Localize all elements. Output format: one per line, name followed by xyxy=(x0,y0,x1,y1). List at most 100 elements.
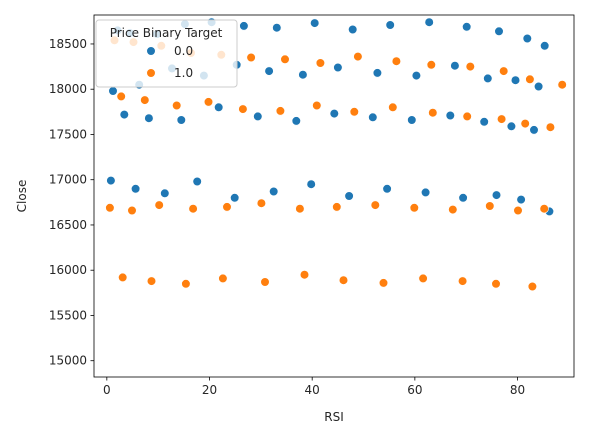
point-series-1-12 xyxy=(499,66,509,76)
point-series-0-26 xyxy=(483,73,493,83)
point-series-0-6 xyxy=(272,23,282,33)
point-series-0-28 xyxy=(533,81,544,92)
point-series-0-47 xyxy=(269,186,279,197)
point-series-1-34 xyxy=(256,198,267,208)
point-series-1-46 xyxy=(218,273,228,284)
point-series-0-36 xyxy=(368,112,378,122)
point-series-1-49 xyxy=(338,275,349,285)
point-series-0-7 xyxy=(310,18,320,28)
point-series-1-26 xyxy=(497,114,507,124)
point-series-1-36 xyxy=(332,202,342,212)
point-series-0-53 xyxy=(491,190,502,200)
point-series-0-49 xyxy=(344,191,354,201)
point-series-0-22 xyxy=(333,62,343,73)
point-series-0-32 xyxy=(214,102,224,112)
point-series-1-16 xyxy=(140,95,150,105)
point-series-0-15 xyxy=(108,86,118,96)
y-tick-label-2: 16000 xyxy=(49,263,87,277)
point-series-1-9 xyxy=(391,56,402,66)
legend-marker-0 xyxy=(146,46,156,56)
point-series-0-34 xyxy=(291,116,301,126)
point-series-1-43 xyxy=(118,272,128,283)
point-series-0-41 xyxy=(529,125,539,135)
point-series-1-24 xyxy=(428,108,438,118)
point-series-1-44 xyxy=(146,276,157,286)
point-series-0-54 xyxy=(516,195,526,205)
point-series-0-35 xyxy=(329,108,339,119)
point-series-0-25 xyxy=(450,61,460,71)
point-series-1-52 xyxy=(458,276,468,286)
point-series-1-11 xyxy=(465,61,475,72)
point-series-1-19 xyxy=(238,104,248,114)
y-tick-label-0: 15000 xyxy=(49,354,87,368)
point-series-1-25 xyxy=(462,111,472,121)
legend-label-0: 0.0 xyxy=(174,44,193,58)
x-tick-label-4: 80 xyxy=(510,383,525,397)
point-series-0-23 xyxy=(372,68,383,78)
point-series-1-7 xyxy=(315,58,326,68)
point-series-1-50 xyxy=(378,278,389,288)
point-series-0-52 xyxy=(458,193,468,203)
point-series-0-42 xyxy=(106,176,116,186)
legend-marker-1 xyxy=(146,68,156,78)
point-series-1-22 xyxy=(349,107,359,117)
point-series-1-54 xyxy=(527,281,538,292)
point-series-0-31 xyxy=(176,115,186,125)
point-series-1-37 xyxy=(370,200,380,210)
point-series-1-51 xyxy=(418,273,428,284)
x-tick-label-1: 20 xyxy=(202,383,217,397)
point-series-1-53 xyxy=(491,279,501,289)
x-axis: 0 20 40 60 80 xyxy=(103,377,525,397)
point-series-0-9 xyxy=(385,20,395,30)
point-series-1-23 xyxy=(388,102,398,112)
point-series-1-20 xyxy=(275,106,286,116)
point-series-0-48 xyxy=(306,179,316,189)
point-series-1-38 xyxy=(409,203,419,213)
point-series-1-40 xyxy=(485,201,495,211)
point-series-0-38 xyxy=(445,110,455,121)
legend-frame xyxy=(95,19,238,88)
y-tick-label-1: 15500 xyxy=(49,308,87,322)
point-series-1-28 xyxy=(545,122,556,132)
y-axis: 15000 15500 16000 16500 17000 17500 18000 18500 xyxy=(49,37,94,368)
point-series-1-13 xyxy=(525,74,535,84)
point-series-1-31 xyxy=(154,200,164,210)
point-series-1-33 xyxy=(222,202,232,212)
point-series-0-44 xyxy=(160,188,170,198)
point-series-0-13 xyxy=(522,33,532,44)
point-series-1-35 xyxy=(295,204,305,214)
point-series-1-17 xyxy=(172,100,182,111)
point-series-0-51 xyxy=(421,187,431,197)
point-series-0-33 xyxy=(253,111,263,121)
x-tick-label-2: 40 xyxy=(305,383,320,397)
point-series-1-30 xyxy=(127,205,137,216)
point-series-1-21 xyxy=(312,100,322,111)
point-series-0-37 xyxy=(407,115,417,125)
y-tick-label-5: 17500 xyxy=(49,127,87,141)
y-tick-label-4: 17000 xyxy=(49,173,87,187)
point-series-1-18 xyxy=(203,97,214,107)
point-series-1-48 xyxy=(299,270,310,280)
point-series-1-8 xyxy=(353,51,363,62)
point-series-0-24 xyxy=(411,70,422,81)
point-series-0-8 xyxy=(348,24,358,35)
point-series-0-10 xyxy=(424,17,434,27)
point-series-0-5 xyxy=(239,21,249,31)
point-series-1-6 xyxy=(280,54,290,64)
point-series-0-43 xyxy=(131,184,141,194)
point-series-1-29 xyxy=(105,203,115,213)
point-series-1-5 xyxy=(246,52,256,63)
point-series-1-15 xyxy=(116,91,126,101)
point-series-1-27 xyxy=(520,118,530,129)
point-series-0-11 xyxy=(462,22,472,32)
point-series-0-27 xyxy=(510,75,521,85)
point-series-0-50 xyxy=(382,184,392,194)
x-tick-label-3: 60 xyxy=(407,383,422,397)
point-series-0-12 xyxy=(494,26,504,36)
point-series-0-29 xyxy=(119,109,129,120)
x-tick-label-0: 0 xyxy=(103,383,111,397)
point-series-0-46 xyxy=(230,193,240,203)
point-series-1-32 xyxy=(188,204,198,214)
y-tick-label-3: 16500 xyxy=(49,218,87,232)
